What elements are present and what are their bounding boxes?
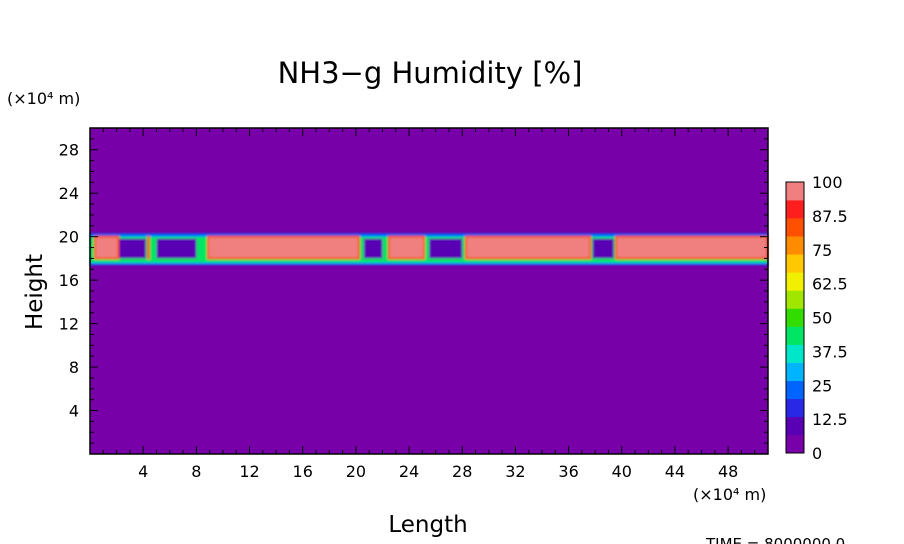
chart-title: NH3−g Humidity [%] xyxy=(278,56,583,90)
saturated-segment-0 xyxy=(95,237,118,258)
colorbar-tick-label: 25 xyxy=(812,376,832,395)
colorbar-swatch xyxy=(786,362,804,382)
layer-pocket-1 xyxy=(156,238,197,259)
colorbar-tick-label: 0 xyxy=(812,444,822,463)
colorbar-tick-label: 87.5 xyxy=(812,207,848,226)
x-tick-label: 4 xyxy=(138,462,148,481)
saturated-segment-2 xyxy=(208,237,358,258)
x-tick-label: 32 xyxy=(505,462,525,481)
x-tick-label: 24 xyxy=(399,462,419,481)
colorbar-tick-label: 37.5 xyxy=(812,342,848,361)
colorbar-swatch xyxy=(786,254,804,273)
x-tick-label: 44 xyxy=(665,462,685,481)
y-tick-label: 8 xyxy=(69,358,79,377)
saturated-segment-5 xyxy=(617,237,766,258)
x-tick-label: 12 xyxy=(239,462,259,481)
x-tick-label: 28 xyxy=(452,462,472,481)
colorbar-swatch xyxy=(786,434,804,454)
colorbar-tick-label: 100 xyxy=(812,173,843,192)
layer-top-line xyxy=(90,233,768,235)
colorbar-swatch xyxy=(786,416,804,436)
colorbar-tick-label: 62.5 xyxy=(812,275,848,294)
y-tick-labels: 4 8 12 16 20 24 28 xyxy=(59,141,79,421)
x-axis-unit: (×10⁴ m) xyxy=(693,485,766,504)
colorbar-swatch xyxy=(786,200,804,219)
colorbar-swatch xyxy=(786,272,804,291)
segment-edge-1 xyxy=(147,235,150,260)
y-tick-label: 20 xyxy=(59,228,79,247)
layer-pocket-3 xyxy=(429,238,463,259)
y-tick-label: 16 xyxy=(59,271,79,290)
axis-ticks xyxy=(89,127,769,455)
x-tick-label: 48 xyxy=(718,462,738,481)
colorbar-swatch xyxy=(786,218,804,237)
y-tick-label: 28 xyxy=(59,141,79,160)
colorbar-swatch xyxy=(786,326,804,345)
layer-pocket-2 xyxy=(363,238,383,259)
x-tick-label: 36 xyxy=(558,462,578,481)
colorbar-swatch xyxy=(786,236,804,255)
colorbar-swatch xyxy=(786,380,804,400)
y-tick-label: 4 xyxy=(69,402,79,421)
x-tick-label: 16 xyxy=(293,462,313,481)
colorbar-tick-label: 75 xyxy=(812,241,832,260)
colorbar-swatch xyxy=(786,308,804,327)
colorbar-swatch xyxy=(786,290,804,309)
colorbar-swatch xyxy=(786,182,804,201)
y-axis-label: Height xyxy=(22,254,48,330)
x-tick-labels: 4 8 12 16 20 24 28 32 36 40 44 48 xyxy=(138,462,738,481)
plot-background xyxy=(90,128,768,454)
y-tick-label: 24 xyxy=(59,184,79,203)
humidity-layer xyxy=(90,233,768,267)
x-axis-label: Length xyxy=(388,512,467,538)
colorbar-tick-label: 12.5 xyxy=(812,410,848,429)
y-axis-unit: (×10⁴ m) xyxy=(7,89,80,108)
colorbar-tick-labels: 0 12.5 25 37.5 50 62.5 75 87.5 100 xyxy=(812,173,848,463)
colorbar-tick-label: 50 xyxy=(812,309,832,328)
colorbar xyxy=(785,181,805,454)
saturated-segment-4 xyxy=(466,237,590,258)
colorbar-frame xyxy=(785,181,805,454)
colorbar-swatch xyxy=(786,398,804,418)
x-tick-label: 40 xyxy=(612,462,632,481)
plot-area xyxy=(90,128,768,454)
layer-pocket-5 xyxy=(592,238,614,259)
time-label: TIME = 8000000.0 xyxy=(705,535,845,544)
y-tick-label: 12 xyxy=(59,315,79,334)
colorbar-swatch xyxy=(786,344,804,363)
saturated-segment-3 xyxy=(389,237,424,258)
x-tick-label: 8 xyxy=(191,462,201,481)
x-tick-label: 20 xyxy=(346,462,366,481)
